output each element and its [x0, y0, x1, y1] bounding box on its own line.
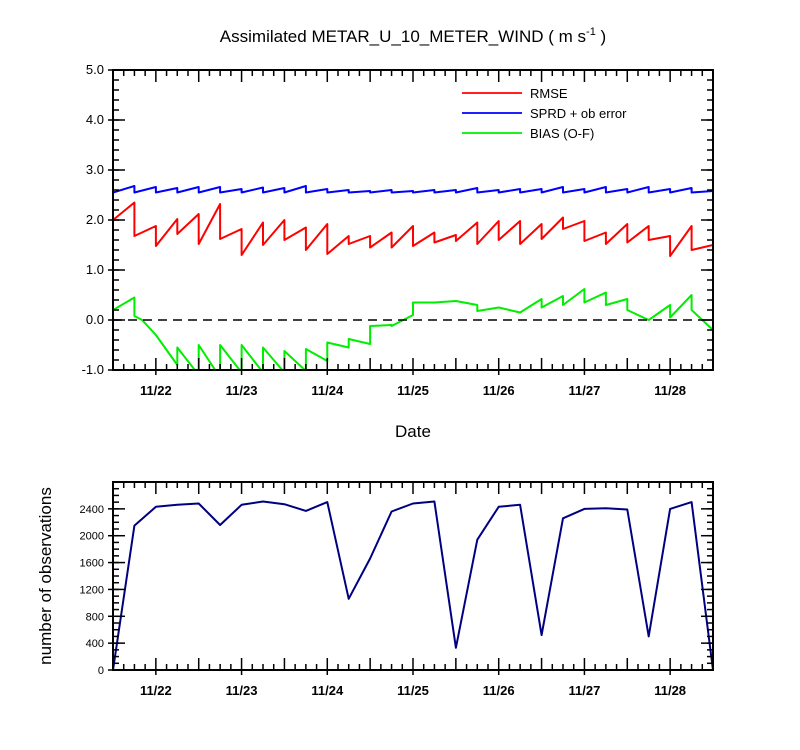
top-series-rmse: [113, 201, 713, 257]
top-y-tick-labels: -1.0 0.0 1.0 2.0 3.0 4.0 5.0: [82, 62, 104, 377]
bottom-y-tick-label: 800: [86, 611, 104, 623]
bottom-x-tick-label: 11/22: [140, 683, 172, 698]
chart-title-units-close: ): [596, 27, 606, 46]
top-plot-frame: [112, 69, 714, 371]
top-x-tick-label: 11/25: [397, 383, 429, 398]
top-y-tick-label: 5.0: [86, 62, 104, 77]
bottom-y-tick-label: 2400: [80, 504, 104, 516]
bottom-y-tick-label: 0: [98, 665, 104, 677]
top-y-tick-label: 4.0: [86, 112, 104, 127]
bottom-y-tick-label: 2000: [80, 531, 104, 543]
top-series-group: [113, 185, 713, 370]
bottom-x-tick-labels: 11/22 11/23 11/24 11/25 11/26 11/27 11/28: [140, 683, 686, 698]
top-y-tick-label: -1.0: [82, 362, 104, 377]
legend-label-sprd: SPRD + ob error: [530, 106, 627, 121]
bottom-series-group: [113, 500, 713, 670]
top-x-tick-label: 11/26: [483, 383, 515, 398]
bottom-y-tick-label: 1600: [80, 558, 104, 570]
legend-label-bias: BIAS (O-F): [530, 126, 594, 141]
bottom-x-tick-label: 11/26: [483, 683, 515, 698]
top-series-sprd-ob-error: [113, 185, 713, 194]
top-y-tick-label: 1.0: [86, 262, 104, 277]
top-x-tick-label: 11/24: [311, 383, 344, 398]
bottom-x-tick-label: 11/27: [569, 683, 601, 698]
top-y-tick-label: 0.0: [86, 312, 104, 327]
bottom-y-tick-labels: 0 400 800 1200 1600 2000 2400: [80, 504, 104, 677]
bottom-x-tick-label: 11/24: [311, 683, 344, 698]
top-panel: Assimilated METAR_U_10_METER_WIND ( m s-…: [82, 26, 714, 441]
top-x-tick-labels: 11/22 11/23 11/24 11/25 11/26 11/27 11/28: [140, 383, 686, 398]
x-axis-label: Date: [395, 422, 431, 441]
top-x-tick-label: 11/22: [140, 383, 172, 398]
top-y-tick-label: 3.0: [86, 162, 104, 177]
chart-title: Assimilated METAR_U_10_METER_WIND ( m s-…: [220, 26, 606, 46]
bottom-x-tick-label: 11/28: [654, 683, 686, 698]
bottom-x-tick-label: 11/25: [397, 683, 429, 698]
bottom-x-tick-label: 11/23: [226, 683, 258, 698]
bottom-plot-frame: [112, 481, 714, 671]
chart-title-units-exponent: -1: [586, 26, 596, 38]
chart-title-main: Assimilated METAR_U_10_METER_WIND: [220, 27, 544, 46]
top-y-tick-label: 2.0: [86, 212, 104, 227]
bottom-tick-marks: [108, 481, 714, 675]
legend-label-rmse: RMSE: [530, 86, 568, 101]
legend: RMSE SPRD + ob error BIAS (O-F): [462, 86, 627, 141]
top-series-bias-o-f: [113, 288, 713, 370]
bottom-y-tick-label: 1200: [80, 584, 104, 596]
top-x-tick-label: 11/27: [569, 383, 601, 398]
chart-title-units: ( m s: [548, 27, 586, 46]
top-x-tick-label: 11/28: [654, 383, 686, 398]
bottom-y-tick-label: 400: [86, 638, 104, 650]
y-axis-label-observations: number of observations: [36, 487, 55, 665]
bottom-series-observations: [113, 500, 713, 670]
top-x-tick-label: 11/23: [226, 383, 258, 398]
